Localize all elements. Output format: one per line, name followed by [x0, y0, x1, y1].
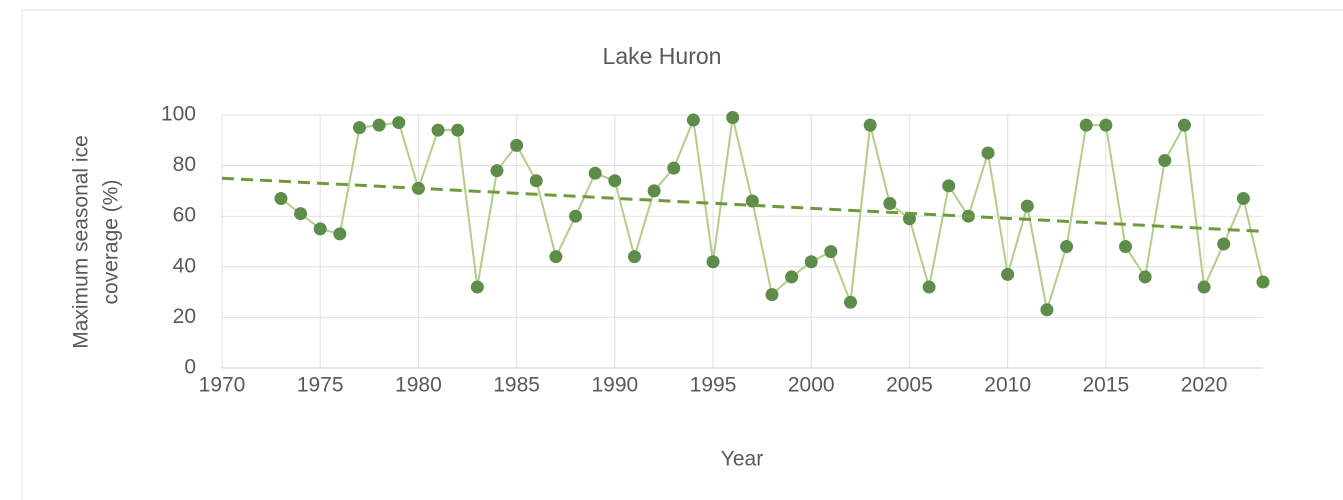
- point: [1197, 280, 1211, 294]
- point: [1236, 191, 1250, 205]
- point: [981, 146, 995, 160]
- chart-title: Lake Huron: [603, 43, 722, 69]
- point: [352, 121, 366, 135]
- point: [804, 255, 818, 269]
- y-tick-label: 20: [173, 305, 196, 328]
- point: [902, 212, 916, 226]
- point: [294, 207, 308, 221]
- point: [313, 222, 327, 236]
- x-tick-label: 1995: [690, 374, 737, 397]
- point: [1217, 237, 1231, 251]
- point: [372, 118, 386, 132]
- x-tick-label: 1985: [493, 374, 540, 397]
- point: [588, 166, 602, 180]
- point: [627, 250, 641, 264]
- point: [844, 295, 858, 309]
- point: [490, 164, 504, 178]
- point: [431, 123, 445, 137]
- y-tick-label: 100: [161, 103, 196, 126]
- point: [333, 227, 347, 241]
- point: [392, 116, 406, 130]
- point: [922, 280, 936, 294]
- trend-line: [221, 176, 1264, 233]
- point: [529, 174, 543, 188]
- point: [785, 270, 799, 284]
- series-line: [280, 116, 1264, 311]
- y-axis-label: Maximum seasonal ice coverage (%): [70, 135, 123, 349]
- point: [1060, 240, 1074, 254]
- x-tick-label: 1980: [395, 374, 442, 397]
- point: [863, 118, 877, 132]
- point: [510, 138, 524, 152]
- x-tick-label: 2005: [886, 374, 933, 397]
- x-tick-label: 1970: [199, 374, 246, 397]
- x-tick-label: 2015: [1083, 374, 1130, 397]
- y-tick-label: 0: [184, 356, 196, 379]
- point: [470, 280, 484, 294]
- point: [1138, 270, 1152, 284]
- point: [686, 113, 700, 127]
- point: [706, 255, 720, 269]
- point: [1001, 267, 1015, 281]
- y-tick-label: 60: [173, 204, 196, 227]
- point: [667, 161, 681, 175]
- point: [451, 123, 465, 137]
- point: [1158, 154, 1172, 168]
- point: [726, 111, 740, 125]
- y-tick-label: 40: [173, 254, 196, 277]
- x-tick-label: 2010: [984, 374, 1031, 397]
- x-tick-label: 1990: [591, 374, 638, 397]
- point: [647, 184, 661, 198]
- point: [549, 250, 563, 264]
- y-axis-label-line: Maximum seasonal ice: [70, 135, 93, 349]
- y-axis-label-line: coverage (%): [100, 180, 123, 305]
- x-tick-label: 1975: [297, 374, 344, 397]
- point: [1256, 275, 1270, 289]
- point: [824, 245, 838, 259]
- point: [608, 174, 622, 188]
- x-tick-label: 2020: [1181, 374, 1228, 397]
- point: [942, 179, 956, 193]
- point: [765, 288, 779, 302]
- point: [569, 209, 583, 223]
- x-axis-label: Year: [721, 448, 763, 471]
- point: [1079, 118, 1093, 132]
- x-tick-label: 2000: [788, 374, 835, 397]
- point: [883, 197, 897, 211]
- point: [1020, 199, 1034, 213]
- point: [1099, 118, 1113, 132]
- point: [1040, 303, 1054, 317]
- point: [1119, 240, 1133, 254]
- point: [274, 191, 288, 205]
- y-tick-label: 80: [173, 153, 196, 176]
- point: [1177, 118, 1191, 132]
